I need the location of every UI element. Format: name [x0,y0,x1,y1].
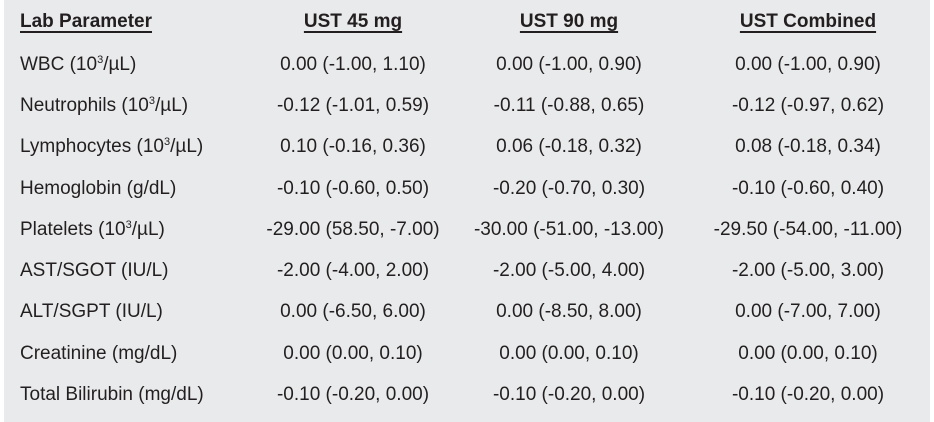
value-cell: -2.00 (-5.00, 4.00) [492,260,646,282]
table-row: Neutrophils (103/µL) -0.12 (-1.01, 0.59) -… [4,85,930,126]
value-cell: -2.00 (-4.00, 2.00) [276,260,430,282]
table-row: Platelets (103/µL) -29.00 (58.50, -7.00) -… [4,209,930,250]
value-cell: 0.00 (-8.50, 8.00) [496,301,642,323]
row-label: AST/SGOT (IU/L) [20,260,169,282]
row-label: Total Bilirubin (mg/dL) [20,384,204,406]
value-cell: -0.10 (-0.20, 0.00) [276,384,430,406]
value-cell: 0.00 (0.00, 0.10) [738,342,878,364]
value-cell: 0.00 (-1.00, 0.90) [735,53,881,75]
table-row: Total Bilirubin (mg/dL) -0.10 (-0.20, 0.0… [4,374,930,415]
value-cell: 0.00 (-1.00, 1.10) [280,53,426,75]
row-label: Creatinine (mg/dL) [20,342,178,364]
table-row: AST/SGOT (IU/L) -2.00 (-4.00, 2.00) -2.00 … [4,250,930,291]
row-label: Lymphocytes (103/µL) [20,136,204,158]
row-label: WBC (103/µL) [20,53,137,75]
header-lab-parameter: Lab Parameter [20,11,153,32]
header-ust-combined: UST Combined [739,11,877,32]
value-cell: 0.00 (-7.00, 7.00) [735,301,881,323]
value-cell: -29.50 (-54.00, -11.00) [713,218,903,240]
value-cell: -0.10 (-0.60, 0.50) [276,177,430,199]
value-cell: -29.00 (58.50, -7.00) [266,218,440,240]
value-cell: -30.00 (-51.00, -13.00) [473,218,665,240]
header-ust-90: UST 90 mg [519,11,619,32]
table-row: ALT/SGPT (IU/L) 0.00 (-6.50, 6.00) 0.00 (-… [4,292,930,333]
row-label: ALT/SGPT (IU/L) [20,301,163,323]
table-row: Hemoglobin (g/dL) -0.10 (-0.60, 0.50) -0.2… [4,168,930,209]
value-cell: 0.06 (-0.18, 0.32) [496,136,642,158]
value-cell: -0.10 (-0.60, 0.40) [731,177,885,199]
value-cell: 0.00 (0.00, 0.10) [499,342,639,364]
value-cell: -0.12 (-0.97, 0.62) [731,94,885,116]
lab-parameter-table: Lab Parameter UST 45 mg UST 90 mg UST Co… [4,0,930,416]
header-ust-45: UST 45 mg [303,11,403,32]
value-cell: -0.11 (-0.88, 0.65) [493,94,645,116]
table-row: WBC (103/µL) 0.00 (-1.00, 1.10) 0.00 (-1.0… [4,44,930,85]
row-label: Neutrophils (103/µL) [20,94,189,116]
value-cell: -0.12 (-1.01, 0.59) [276,94,430,116]
row-label: Hemoglobin (g/dL) [20,177,177,199]
row-label: Platelets (103/µL) [20,218,165,240]
table-row: Lymphocytes (103/µL) 0.10 (-0.16, 0.36) 0.… [4,127,930,168]
value-cell: -0.10 (-0.20, 0.00) [492,384,646,406]
table-row: Creatinine (mg/dL) 0.00 (0.00, 0.10) 0.00 … [4,333,930,374]
header-row: Lab Parameter UST 45 mg UST 90 mg UST Co… [4,0,930,44]
value-cell: -0.10 (-0.20, 0.00) [731,384,885,406]
value-cell: 0.00 (0.00, 0.10) [283,342,423,364]
value-cell: 0.00 (-6.50, 6.00) [280,301,426,323]
value-cell: -2.00 (-5.00, 3.00) [731,260,885,282]
value-cell: 0.00 (-1.00, 0.90) [496,53,642,75]
value-cell: -0.20 (-0.70, 0.30) [492,177,646,199]
table-panel: Lab Parameter UST 45 mg UST 90 mg UST Co… [4,0,930,422]
value-cell: 0.08 (-0.18, 0.34) [735,136,881,158]
value-cell: 0.10 (-0.16, 0.36) [280,136,426,158]
